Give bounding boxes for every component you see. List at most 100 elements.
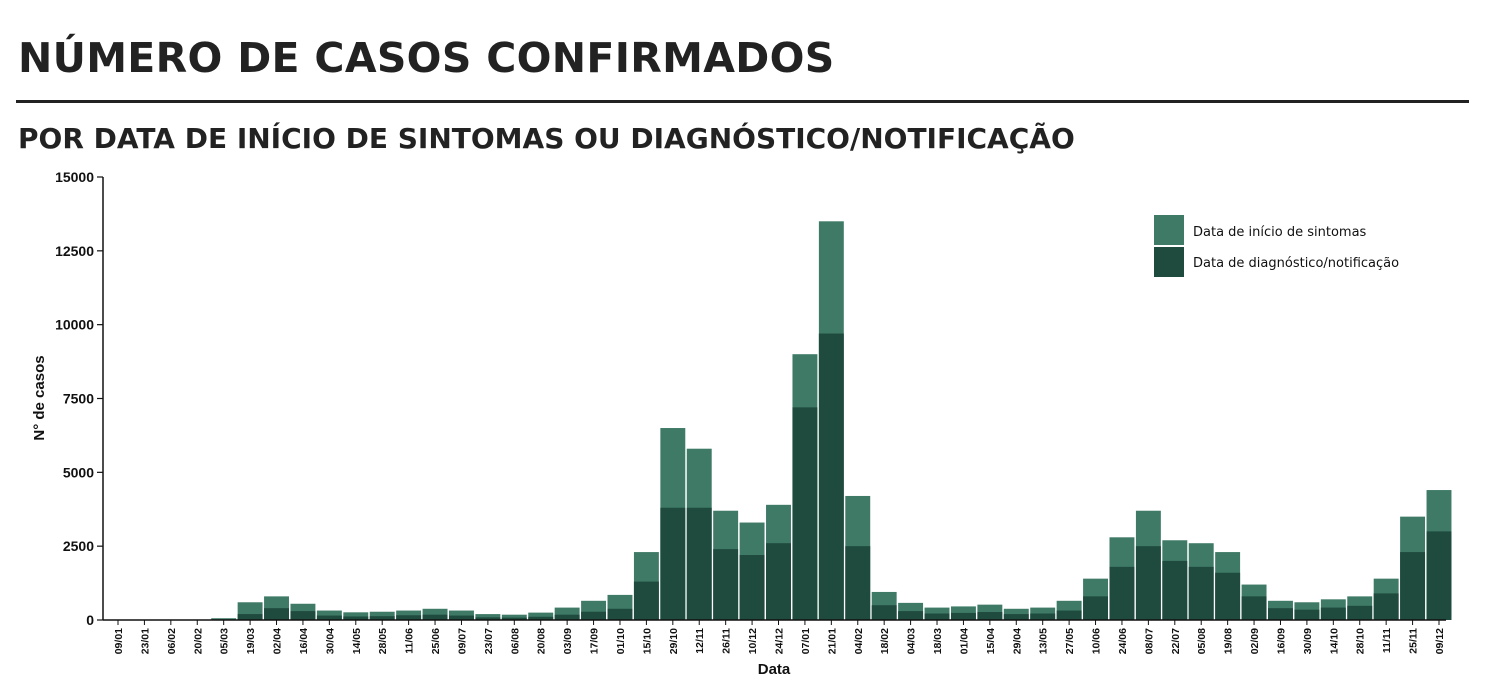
bar-diagnosis: [1320, 607, 1346, 620]
x-tick-label: 24/06: [1117, 628, 1129, 654]
x-tick-label: 29/10: [668, 628, 680, 654]
x-tick-label: 12/11: [694, 628, 706, 654]
bar-diagnosis: [1268, 608, 1293, 620]
x-tick-label: 09/12: [1434, 628, 1446, 654]
diagnosis-series-bars: [211, 333, 1452, 620]
x-tick-label: 18/02: [879, 628, 891, 654]
bar-diagnosis: [924, 613, 950, 620]
x-tick-label: 19/03: [245, 628, 257, 654]
bar-diagnosis: [1294, 609, 1320, 620]
y-tick-label: 12500: [55, 243, 94, 259]
bar-diagnosis: [871, 605, 897, 620]
y-tick-label: 10000: [55, 317, 94, 333]
bar-diagnosis: [660, 507, 686, 620]
x-tick-label: 10/12: [747, 628, 759, 654]
x-tick-label: 09/01: [113, 628, 125, 654]
x-tick-label: 28/10: [1355, 628, 1367, 654]
bar-diagnosis: [845, 546, 871, 620]
bar-diagnosis: [977, 612, 1003, 620]
bar-diagnosis: [1162, 560, 1188, 620]
bar-diagnosis: [818, 333, 844, 620]
bar-diagnosis: [581, 611, 607, 620]
y-axis-ticks: 0 2500 5000 7500 10000 12500 15000: [55, 169, 103, 628]
x-tick-label: 20/08: [536, 628, 548, 654]
title-divider: [16, 100, 1469, 103]
bar-diagnosis: [290, 611, 316, 620]
x-tick-label: 04/03: [906, 628, 918, 654]
x-tick-label: 07/01: [800, 628, 812, 654]
bar-onset: [528, 612, 554, 620]
bar-diagnosis: [1109, 566, 1135, 620]
x-tick-label: 18/03: [932, 628, 944, 654]
y-axis-label: N° de casos: [31, 355, 48, 440]
bar-diagnosis: [898, 611, 924, 620]
x-tick-label: 16/09: [1275, 628, 1287, 654]
bar-diagnosis: [475, 617, 501, 620]
x-tick-label: 15/10: [641, 628, 653, 654]
bar-diagnosis: [1188, 566, 1214, 620]
x-tick-label: 26/11: [721, 628, 733, 654]
x-tick-label: 13/05: [1038, 628, 1050, 654]
legend-label-diagnosis: Data de diagnóstico/notificação: [1193, 256, 1399, 271]
bar-diagnosis: [739, 555, 765, 620]
bar-diagnosis: [1056, 610, 1082, 620]
x-tick-label: 20/02: [192, 628, 204, 654]
bar-onset: [369, 611, 395, 620]
x-tick-label: 25/11: [1408, 628, 1420, 654]
y-tick-label: 0: [86, 612, 94, 628]
bar-diagnosis: [554, 614, 580, 620]
bar-diagnosis: [607, 608, 633, 620]
y-tick-label: 15000: [55, 169, 94, 185]
bar-diagnosis: [713, 549, 739, 620]
legend-label-onset: Data de início de sintomas: [1193, 225, 1367, 240]
x-tick-label: 25/06: [430, 628, 442, 654]
bar-diagnosis: [1241, 596, 1267, 620]
x-tick-label: 22/07: [1170, 628, 1182, 654]
bar-diagnosis: [792, 407, 818, 620]
x-tick-label: 28/05: [377, 628, 389, 654]
x-tick-label: 30/04: [324, 628, 336, 654]
x-tick-label: 02/04: [272, 628, 284, 654]
bar-diagnosis: [950, 612, 976, 620]
bar-diagnosis: [1347, 605, 1373, 620]
x-axis-ticks: 09/01 23/01 06/02 20/02 05/03 19/03 02/04 16/04…: [113, 620, 1446, 654]
x-tick-label: 27/05: [1064, 628, 1076, 654]
bar-diagnosis: [316, 615, 342, 620]
y-tick-label: 2500: [63, 538, 94, 554]
x-tick-label: 19/08: [1223, 628, 1235, 654]
x-axis-label: Data: [758, 661, 791, 678]
x-tick-label: 06/02: [166, 628, 178, 654]
bar-onset: [501, 614, 527, 620]
bar-diagnosis: [1135, 546, 1161, 620]
bar-diagnosis: [237, 614, 263, 620]
x-tick-label: 10/06: [1091, 628, 1103, 654]
chart-subtitle: POR DATA DE INÍCIO DE SINTOMAS OU DIAGNÓ…: [18, 122, 1075, 155]
x-tick-label: 11/06: [404, 628, 416, 654]
x-tick-label: 16/04: [298, 628, 310, 654]
bar-diagnosis: [633, 581, 659, 620]
x-tick-label: 21/01: [826, 628, 838, 654]
x-tick-label: 23/01: [139, 628, 151, 654]
bar-diagnosis: [1083, 596, 1108, 620]
bar-diagnosis: [369, 616, 395, 620]
bar-diagnosis: [766, 543, 791, 620]
x-tick-label: 29/04: [1011, 628, 1023, 654]
bar-onset: [343, 612, 369, 620]
bar-diagnosis: [1003, 614, 1029, 620]
bar-diagnosis: [1373, 593, 1399, 620]
legend-swatch-onset: [1154, 215, 1184, 245]
bar-diagnosis: [396, 615, 422, 620]
x-tick-label: 03/09: [562, 628, 574, 654]
bar-diagnosis: [1215, 572, 1241, 620]
legend-swatch-diagnosis: [1154, 247, 1184, 277]
bar-diagnosis: [1400, 552, 1426, 620]
x-tick-label: 30/09: [1302, 628, 1314, 654]
bar-onset: [449, 610, 474, 620]
bar-diagnosis: [686, 507, 712, 620]
x-tick-label: 24/12: [774, 628, 786, 654]
legend: Data de início de sintomas Data de diagn…: [1154, 215, 1399, 277]
bar-diagnosis: [343, 616, 369, 620]
bar-onset: [316, 610, 342, 620]
x-tick-label: 09/07: [456, 628, 468, 654]
x-tick-label: 01/04: [958, 628, 970, 654]
